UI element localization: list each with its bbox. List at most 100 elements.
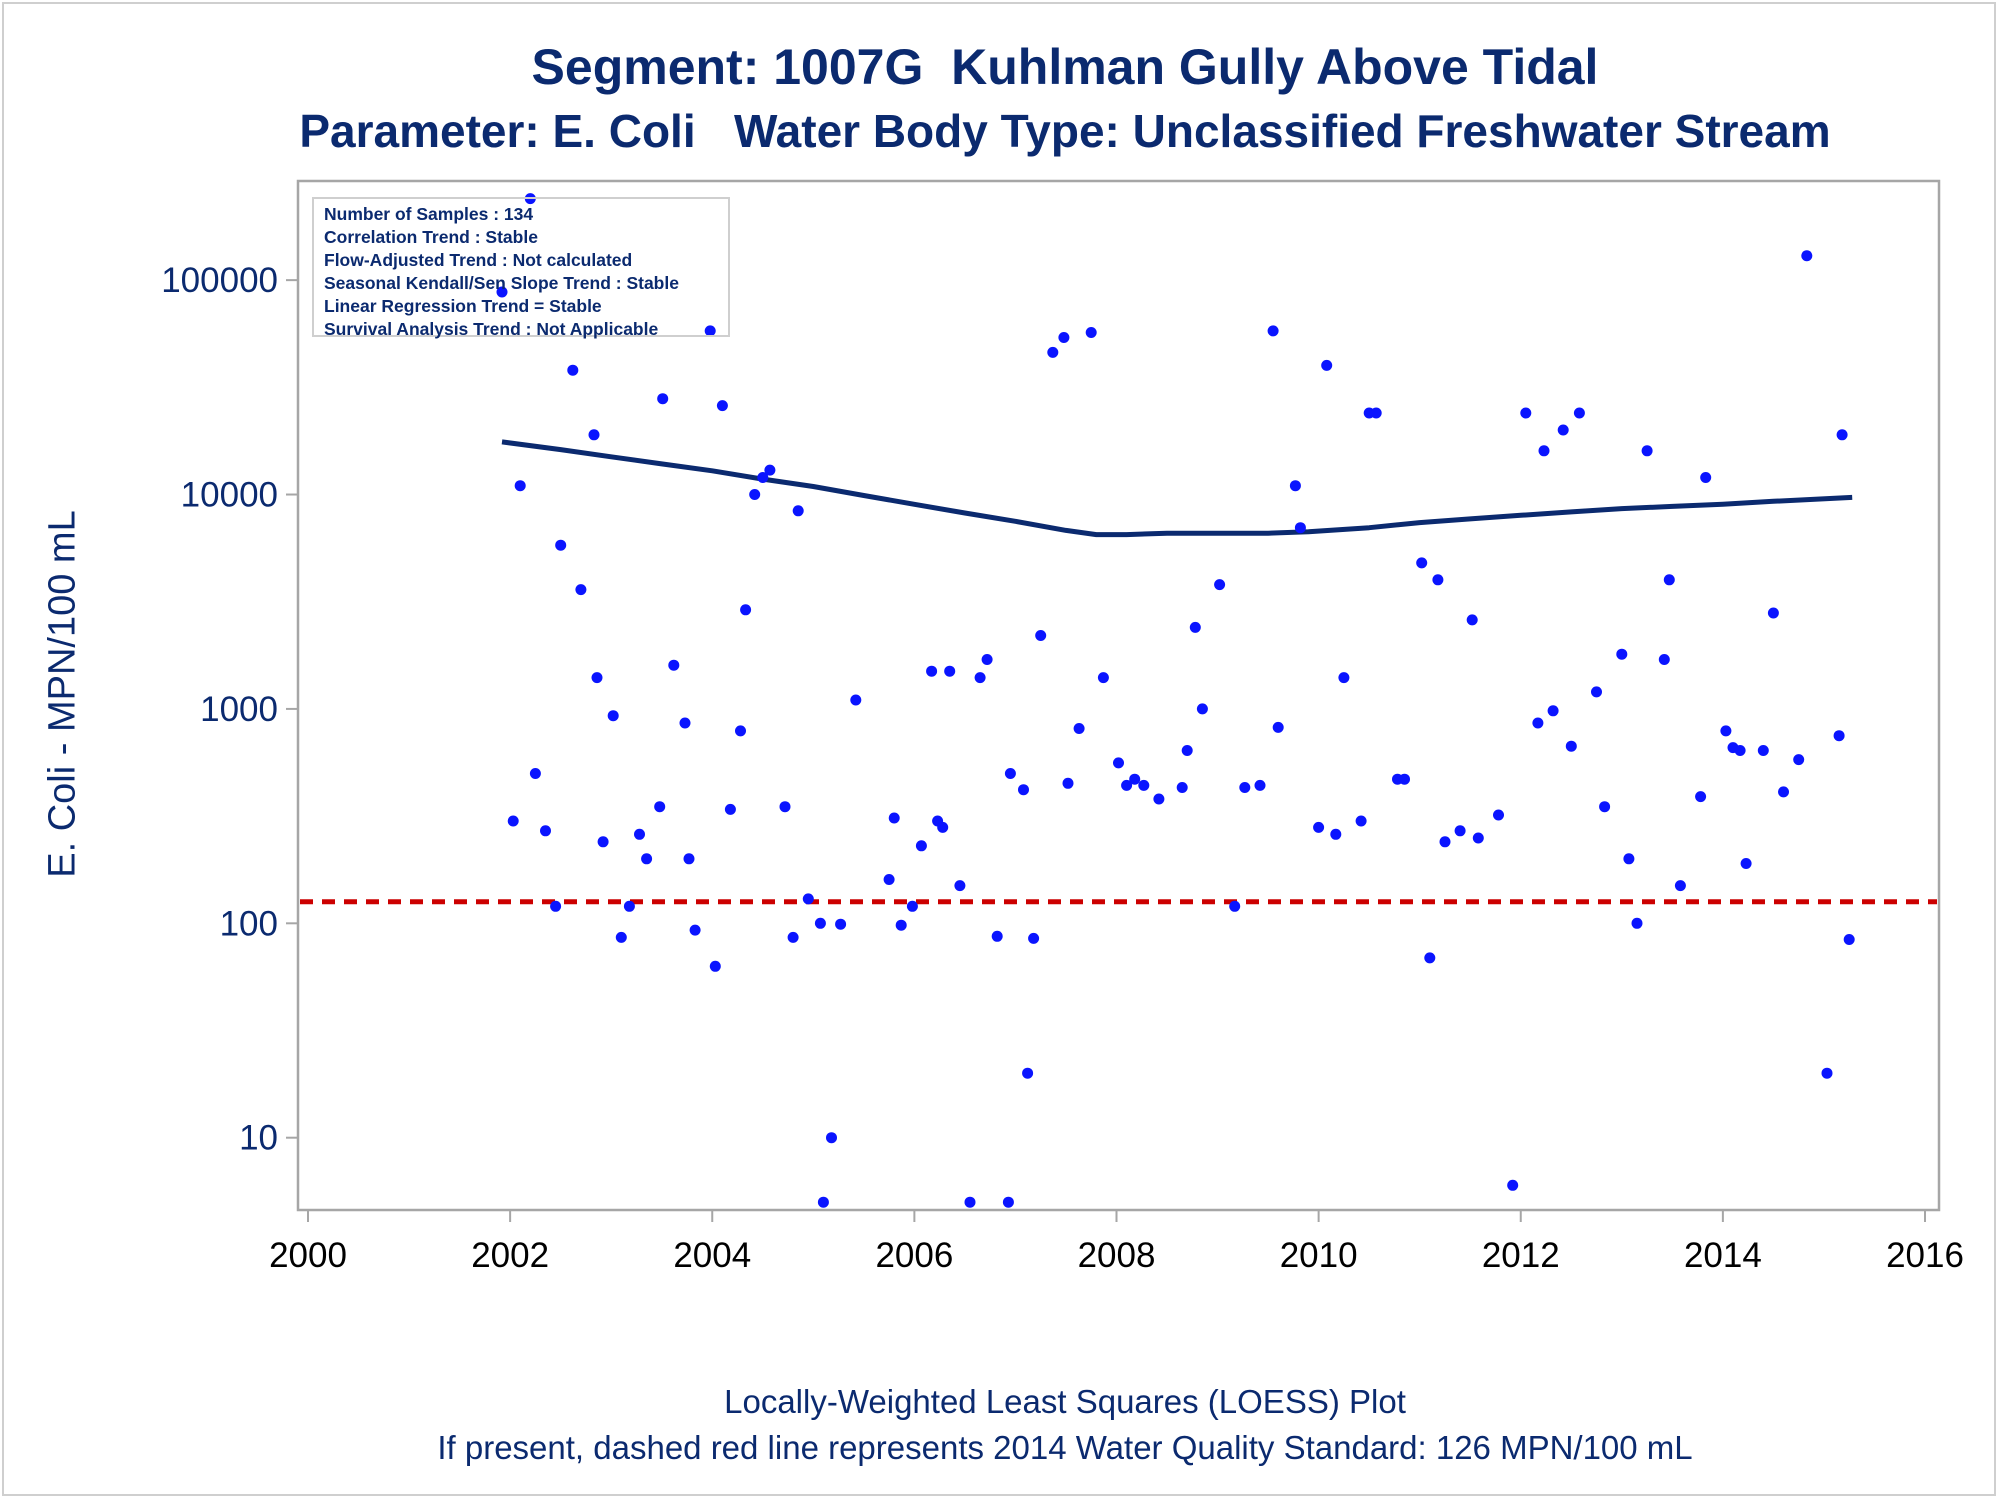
- data-point: [787, 931, 799, 943]
- data-point: [1370, 407, 1382, 419]
- data-point: [817, 1196, 829, 1208]
- x-tick-label: 2010: [1280, 1236, 1358, 1275]
- data-point: [1641, 445, 1653, 457]
- data-point: [779, 801, 791, 813]
- data-point: [1214, 579, 1226, 591]
- data-point: [1843, 934, 1855, 945]
- x-tick-label: 2012: [1482, 1236, 1560, 1275]
- y-tick-label: 10000: [181, 476, 278, 515]
- data-point: [683, 853, 695, 865]
- data-point: [814, 917, 826, 929]
- data-point: [1623, 853, 1635, 865]
- data-point: [888, 812, 900, 824]
- data-point: [1181, 745, 1193, 756]
- data-point: [623, 900, 635, 912]
- data-point: [735, 725, 746, 737]
- data-point: [607, 710, 619, 722]
- data-point: [1836, 429, 1848, 441]
- data-point: [1520, 407, 1532, 419]
- data-point: [1073, 723, 1085, 734]
- data-point: [1778, 786, 1789, 798]
- data-point: [1493, 809, 1504, 821]
- stats-line-survival: Survival Analysis Trend : Not Applicable: [324, 319, 659, 339]
- data-point: [1663, 574, 1675, 586]
- data-point: [1793, 754, 1805, 766]
- x-tick-label: 2004: [673, 1236, 751, 1275]
- data-point: [802, 893, 814, 905]
- data-point: [991, 930, 1003, 942]
- data-point: [1821, 1067, 1833, 1079]
- stats-line-seasonal-kendall: Seasonal Kendall/Sen Slope Trend : Stabl…: [324, 273, 679, 293]
- data-point: [1740, 858, 1752, 869]
- data-point: [1062, 777, 1074, 789]
- chart-subtitle: Parameter: E. Coli Water Body Type: Uncl…: [299, 105, 1831, 157]
- data-point: [514, 480, 526, 492]
- data-point: [1767, 607, 1779, 619]
- footnote-standard: If present, dashed red line represents 2…: [437, 1429, 1693, 1466]
- data-point: [1432, 574, 1444, 586]
- data-point: [634, 828, 645, 840]
- data-point: [1472, 832, 1484, 844]
- x-tick-label: 2006: [875, 1236, 953, 1275]
- stats-line-correlation: Correlation Trend : Stable: [324, 227, 538, 247]
- data-point: [1557, 424, 1569, 436]
- data-point: [588, 429, 600, 441]
- data-point: [724, 803, 736, 815]
- data-point: [937, 821, 949, 833]
- data-point: [1801, 250, 1813, 262]
- data-point: [1129, 773, 1141, 785]
- data-point: [575, 584, 587, 596]
- data-point: [496, 286, 508, 298]
- data-point: [591, 672, 603, 684]
- data-point: [1338, 672, 1350, 684]
- data-point: [1833, 730, 1845, 742]
- stats-line-linear-regression: Linear Regression Trend = Stable: [324, 296, 602, 316]
- data-point: [981, 654, 993, 665]
- data-point: [1538, 445, 1550, 457]
- x-tick-label: 2008: [1078, 1236, 1156, 1275]
- data-point: [540, 825, 551, 837]
- data-point: [689, 924, 701, 936]
- stats-line-flow-adjusted: Flow-Adjusted Trend : Not calculated: [324, 250, 633, 270]
- data-point: [944, 665, 956, 677]
- data-point: [826, 1132, 837, 1144]
- data-point: [1757, 745, 1769, 756]
- data-point: [1616, 648, 1628, 660]
- data-point: [1466, 614, 1478, 626]
- y-tick-label: 10: [239, 1119, 278, 1158]
- data-point: [1004, 768, 1016, 779]
- data-point: [1121, 779, 1133, 791]
- data-point: [679, 717, 691, 729]
- data-point: [1631, 917, 1643, 929]
- data-point: [915, 840, 927, 852]
- data-point: [1153, 793, 1165, 805]
- data-point: [1313, 821, 1325, 833]
- data-point: [668, 659, 680, 671]
- data-point: [716, 400, 728, 412]
- data-point: [615, 931, 627, 943]
- data-point: [1196, 703, 1208, 715]
- data-point: [1058, 332, 1070, 343]
- x-tick-label: 2000: [269, 1236, 347, 1275]
- x-tick-label: 2016: [1886, 1236, 1964, 1275]
- data-point: [740, 604, 752, 616]
- data-point: [1532, 717, 1544, 729]
- data-point: [1085, 327, 1097, 338]
- data-point: [906, 900, 918, 912]
- data-point: [1599, 801, 1611, 813]
- data-point: [1565, 740, 1577, 752]
- data-point: [1028, 932, 1040, 944]
- data-point: [555, 539, 567, 551]
- y-tick-label: 1000: [200, 690, 278, 729]
- data-point: [850, 694, 862, 706]
- data-point: [1573, 407, 1585, 419]
- data-point: [964, 1196, 976, 1208]
- data-point: [926, 665, 938, 677]
- data-point: [1695, 791, 1707, 803]
- data-point: [1176, 782, 1188, 793]
- data-point: [1734, 745, 1746, 756]
- data-point: [1018, 784, 1029, 796]
- data-point: [1439, 836, 1451, 848]
- data-point: [792, 505, 804, 517]
